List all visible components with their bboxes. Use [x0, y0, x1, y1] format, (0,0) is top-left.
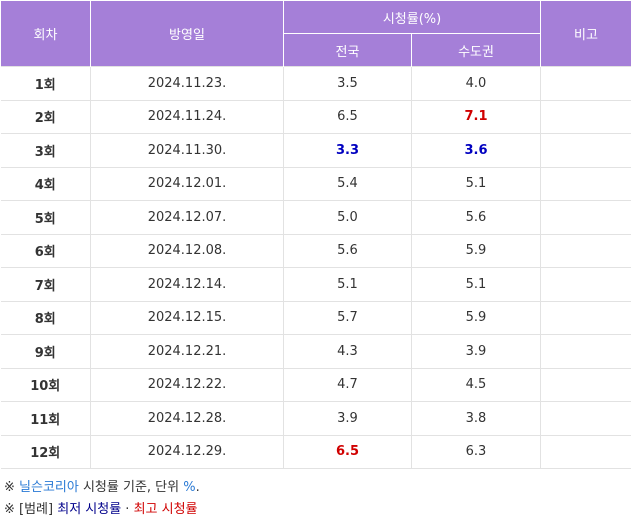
legend-label: ※ [범례]: [4, 502, 57, 517]
cell-nationwide: 5.0: [284, 201, 412, 235]
cell-episode: 9회: [1, 335, 91, 369]
cell-air-date: 2024.12.07.: [91, 201, 284, 235]
cell-air-date: 2024.11.30.: [91, 134, 284, 168]
cell-capital: 5.9: [412, 301, 541, 335]
cell-nationwide: 4.7: [284, 368, 412, 402]
header-episode: 회차: [1, 1, 91, 67]
cell-note: [541, 335, 631, 369]
cell-capital: 7.1: [412, 100, 541, 134]
cell-note: [541, 201, 631, 235]
cell-air-date: 2024.11.23.: [91, 67, 284, 101]
cell-air-date: 2024.12.21.: [91, 335, 284, 369]
cell-episode: 7회: [1, 268, 91, 302]
cell-episode: 12회: [1, 435, 91, 469]
cell-capital: 4.5: [412, 368, 541, 402]
cell-air-date: 2024.12.14.: [91, 268, 284, 302]
cell-nationwide: 6.5: [284, 435, 412, 469]
cell-air-date: 2024.12.22.: [91, 368, 284, 402]
cell-nationwide: 3.5: [284, 67, 412, 101]
cell-note: [541, 402, 631, 436]
cell-capital: 5.6: [412, 201, 541, 235]
header-note: 비고: [541, 1, 631, 67]
cell-capital: 6.3: [412, 435, 541, 469]
cell-air-date: 2024.12.15.: [91, 301, 284, 335]
cell-note: [541, 268, 631, 302]
cell-note: [541, 167, 631, 201]
cell-nationwide: 6.5: [284, 100, 412, 134]
legend-separator: ·: [121, 502, 133, 517]
cell-nationwide: 3.9: [284, 402, 412, 436]
cell-episode: 11회: [1, 402, 91, 436]
cell-episode: 5회: [1, 201, 91, 235]
legend-high: 최고 시청률: [134, 502, 198, 517]
cell-note: [541, 67, 631, 101]
legend-low: 최저 시청률: [57, 502, 121, 517]
cell-episode: 2회: [1, 100, 91, 134]
cell-air-date: 2024.12.01.: [91, 167, 284, 201]
cell-episode: 4회: [1, 167, 91, 201]
cell-note: [541, 100, 631, 134]
footnotes: ※ 닐슨코리아 시청률 기준, 단위 %. ※ [범례] 최저 시청률 · 최고…: [0, 469, 631, 521]
cell-episode: 8회: [1, 301, 91, 335]
header-capital: 수도권: [412, 34, 541, 67]
cell-nationwide: 5.6: [284, 234, 412, 268]
cell-nationwide: 5.4: [284, 167, 412, 201]
cell-air-date: 2024.11.24.: [91, 100, 284, 134]
cell-capital: 3.8: [412, 402, 541, 436]
cell-air-date: 2024.12.28.: [91, 402, 284, 436]
cell-capital: 4.0: [412, 67, 541, 101]
cell-note: [541, 134, 631, 168]
cell-nationwide: 3.3: [284, 134, 412, 168]
footnote-source: ※ 닐슨코리아 시청률 기준, 단위 %.: [4, 477, 627, 499]
cell-nationwide: 5.7: [284, 301, 412, 335]
header-air-date: 방영일: [91, 1, 284, 67]
cell-capital: 5.9: [412, 234, 541, 268]
footnote-end: .: [196, 480, 200, 495]
footnote-legend: ※ [범례] 최저 시청률 · 최고 시청률: [4, 499, 627, 521]
cell-episode: 10회: [1, 368, 91, 402]
header-ratings: 시청률(%): [284, 1, 541, 34]
cell-capital: 3.9: [412, 335, 541, 369]
footnote-text: 시청률 기준, 단위: [79, 480, 183, 495]
header-nationwide: 전국: [284, 34, 412, 67]
cell-note: [541, 234, 631, 268]
cell-note: [541, 368, 631, 402]
cell-capital: 3.6: [412, 134, 541, 168]
cell-episode: 1회: [1, 67, 91, 101]
unit-percent: %: [183, 480, 195, 495]
cell-capital: 5.1: [412, 167, 541, 201]
cell-note: [541, 435, 631, 469]
cell-capital: 5.1: [412, 268, 541, 302]
cell-air-date: 2024.12.29.: [91, 435, 284, 469]
nielsen-korea-link[interactable]: 닐슨코리아: [19, 480, 79, 495]
cell-air-date: 2024.12.08.: [91, 234, 284, 268]
cell-episode: 6회: [1, 234, 91, 268]
cell-nationwide: 5.1: [284, 268, 412, 302]
footnote-mark: ※: [4, 480, 19, 495]
cell-episode: 3회: [1, 134, 91, 168]
cell-note: [541, 301, 631, 335]
cell-nationwide: 4.3: [284, 335, 412, 369]
